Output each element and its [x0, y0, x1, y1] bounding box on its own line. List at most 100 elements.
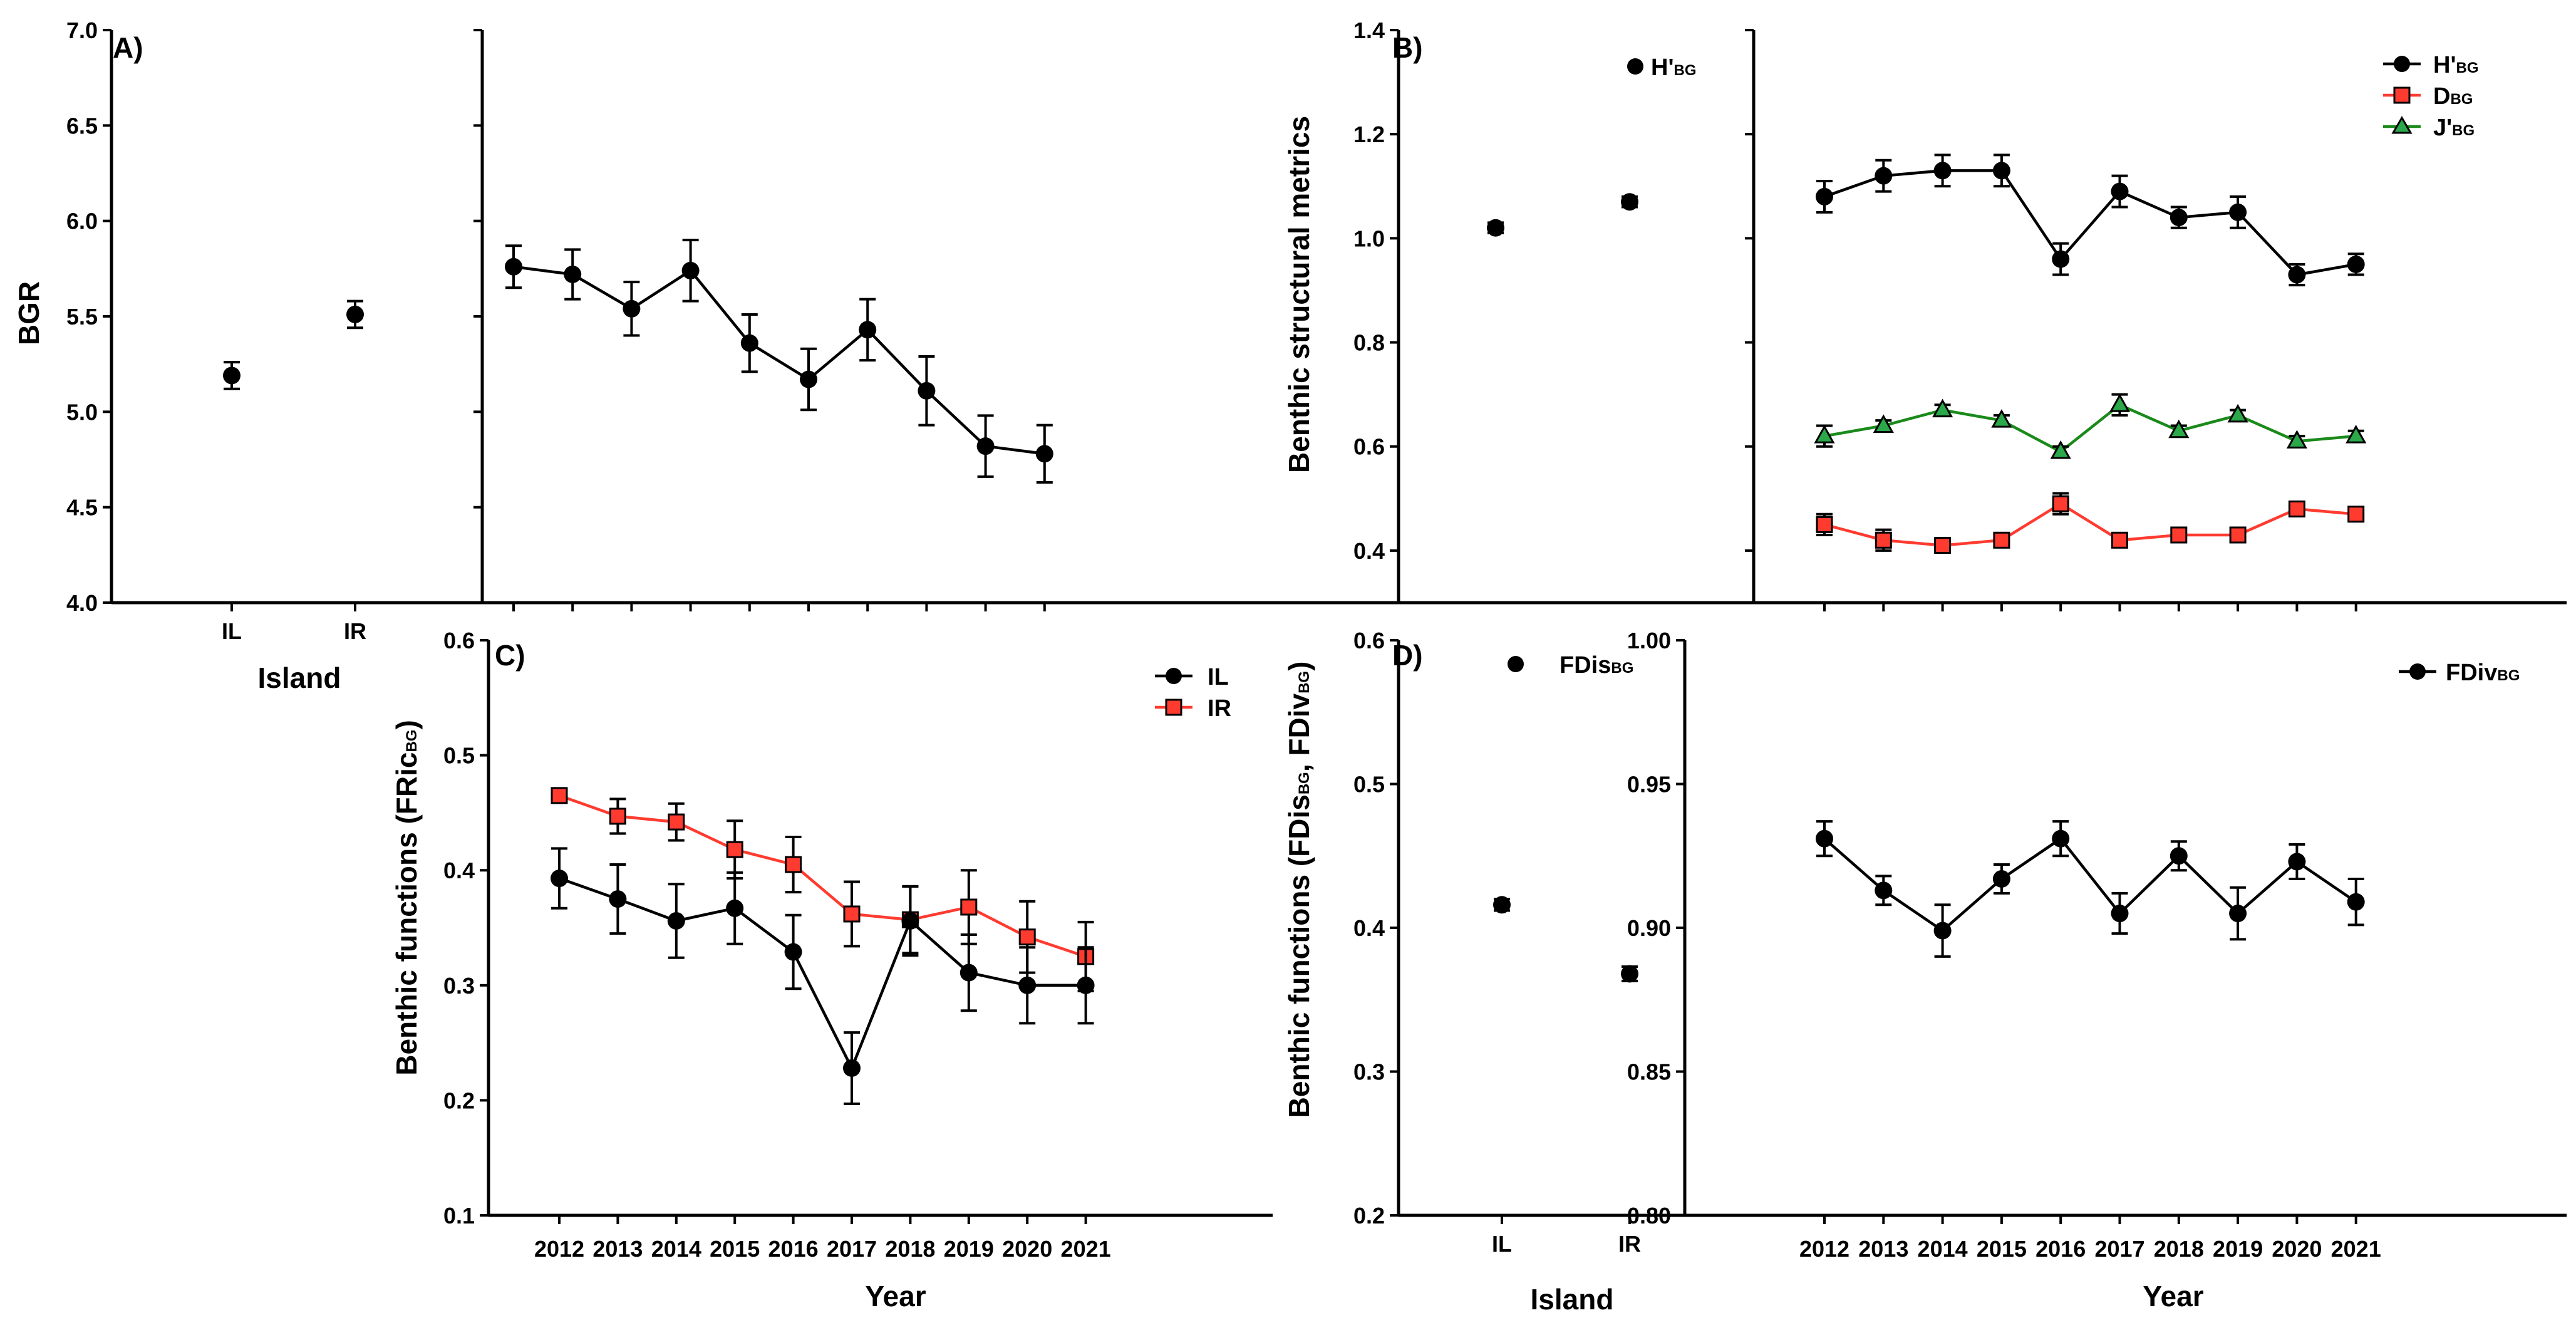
panel-d-fdiv-point — [2229, 905, 2247, 923]
panel-a-y-tick-label: 5.0 — [66, 399, 98, 425]
panel-c-il-line — [559, 876, 1086, 1072]
panel-d-fdiv-point — [1875, 881, 1893, 900]
panel-c-ir-point — [726, 841, 743, 858]
panel-d-x-tick-label: IL — [1492, 1231, 1512, 1257]
panel-d-y-tick-label: 0.2 — [1353, 1203, 1385, 1229]
panel-b-h-point — [2170, 209, 2188, 227]
panel-b-j-point — [2109, 393, 2131, 412]
panel-a-y-tick-label: 4.5 — [66, 495, 98, 521]
panel-d-y-title-main: Benthic functions (FDis — [1283, 794, 1315, 1118]
panel-c-label: C) — [495, 639, 525, 672]
panel-c-y-tick-label: 0.6 — [443, 628, 475, 653]
panel-a-year-point — [623, 299, 641, 318]
panel-b-j-line — [1824, 403, 2356, 454]
island-legend-fdis-marker — [1508, 656, 1524, 672]
legend-d-sub: BG — [2450, 91, 2473, 108]
legend-d-main: D — [2433, 83, 2450, 110]
panel-c-il-point — [1077, 976, 1095, 994]
panel-b-y-tick-label: 0.8 — [1353, 330, 1385, 356]
panel-d-x-tick-label: 2017 — [2094, 1236, 2144, 1262]
panel-a-label: A) — [113, 31, 143, 64]
panel-c-legend: IL IR — [1155, 664, 1231, 722]
panel-b-d-point — [2288, 500, 2305, 517]
panel-c-x-tick-label: 2019 — [944, 1236, 994, 1262]
panel-b-j-point — [2227, 403, 2248, 423]
panel-d-island-fdis-point — [1493, 896, 1511, 914]
panel-d-y-tick-label: 0.3 — [1353, 1059, 1385, 1085]
panel-c-x-tick-label: 2018 — [885, 1236, 935, 1262]
panel-c-x-tick-label: 2015 — [710, 1236, 760, 1262]
panel-b-d-point — [2347, 506, 2365, 523]
legend-d-text: DBG — [2433, 83, 2473, 110]
legend-fdiv-main: FDiv — [2446, 660, 2497, 686]
panel-b-h-point — [2052, 250, 2070, 268]
plot-layer: 4.0 4.5 5.0 5.5 6.0 6.5 7.0 0.4 0.6 0.8 1.0 1.2 1.4 0… — [66, 18, 2567, 1262]
panel-b-h-point — [2288, 266, 2306, 284]
panel-d-right-y-tick-label: 0.85 — [1627, 1059, 1671, 1085]
panel-b-h-point — [1816, 187, 1833, 205]
panel-b-h-point — [2111, 182, 2129, 200]
panel-a-year-point — [1035, 445, 1053, 463]
panel-a-y-tick-label: 6.5 — [66, 113, 98, 138]
panel-c-y-tick-label: 0.4 — [443, 858, 475, 883]
panel-c-ir-point — [960, 898, 978, 916]
panel-c-ir-point — [785, 856, 802, 873]
panel-b-j-point — [1991, 409, 2012, 428]
panel-d: D) Benthic functions (FDisBG, FDivBG) Is… — [1283, 639, 2520, 1316]
panel-b-h-point — [1992, 162, 2010, 180]
panel-c-x-tick-label: 2013 — [592, 1236, 643, 1262]
panel-c-il-point — [843, 1059, 861, 1077]
panel-b-island-h-point — [1487, 219, 1504, 237]
panel-a-island-point — [223, 366, 241, 385]
legend-j-sub: BG — [2452, 122, 2475, 139]
panel-a-y-axis-title: BGR — [13, 281, 45, 345]
panel-a-year-line — [513, 265, 1045, 455]
panel-b-d-point — [2052, 495, 2069, 512]
panel-d-y-title-mid: , FDiv — [1283, 693, 1315, 772]
legend-il-text: IL — [1208, 664, 1229, 690]
panel-d-y-tick-label: 0.5 — [1353, 772, 1385, 797]
panel-d-y-axis-title: Benthic functions (FDisBG, FDivBG) — [1283, 662, 1315, 1118]
panel-a: A) BGR Island — [13, 31, 341, 694]
panel-d-right-y-tick-label: 0.95 — [1627, 772, 1671, 797]
panel-b-island-h-point — [1621, 193, 1638, 211]
panel-a-year-point — [976, 437, 995, 455]
panel-b-h-line — [1824, 169, 2357, 276]
panel-b-d-point — [2170, 526, 2188, 544]
panel-c-y-tick-label: 0.3 — [443, 973, 475, 999]
panel-a-y-tick-label: 6.0 — [66, 209, 98, 234]
panel-b-d-line — [1824, 502, 2356, 547]
panel-d-y-title-end: ) — [1283, 662, 1315, 671]
panel-d-x-tick-label: 2019 — [2213, 1236, 2263, 1262]
legend-h-text: H'BG — [2433, 52, 2478, 78]
panel-a-y-tick-label: 7.0 — [66, 18, 98, 43]
panel-a-year-point — [918, 382, 936, 400]
panel-c-x-tick-label: 2014 — [651, 1236, 701, 1262]
panel-c-x-tick-label: 2020 — [1002, 1236, 1052, 1262]
panel-a-year-point — [859, 321, 877, 339]
panel-c-il-point — [960, 964, 978, 982]
panel-c-x-tick-label: 2016 — [768, 1236, 819, 1262]
panel-d-x-tick-label: 2018 — [2154, 1236, 2204, 1262]
panel-d-y-tick-label: 0.4 — [1353, 915, 1385, 941]
panel-c-il-point — [784, 943, 802, 961]
panel-b: B) Benthic structural metrics H'BG DBG J… — [1283, 31, 2478, 473]
panel-c-il-point — [901, 912, 919, 930]
panel-c-ir-point — [668, 813, 685, 831]
panel-c-il-point — [667, 912, 685, 930]
panel-d-fdiv-point — [2288, 853, 2306, 871]
panel-b-d-point — [2229, 526, 2247, 544]
island-legend-fdis-text: FDisBG — [1560, 652, 1633, 678]
panel-c-y-title-sub: BG — [403, 730, 420, 752]
panel-c-x-axis-title: Year — [865, 1280, 926, 1312]
island-legend-fdis-sub: BG — [1611, 660, 1633, 677]
panel-c-x-tick-label: 2017 — [827, 1236, 877, 1262]
panel-d-y-title-sub1: BG — [1296, 772, 1313, 794]
panel-b-h-point — [2347, 255, 2365, 273]
legend-d-marker — [2393, 86, 2411, 104]
panel-d-island-axis-title: Island — [1531, 1283, 1614, 1316]
panel-a-year-point — [800, 370, 817, 388]
panel-c-ir-line — [559, 794, 1087, 958]
panel-a-year-point — [505, 257, 522, 276]
